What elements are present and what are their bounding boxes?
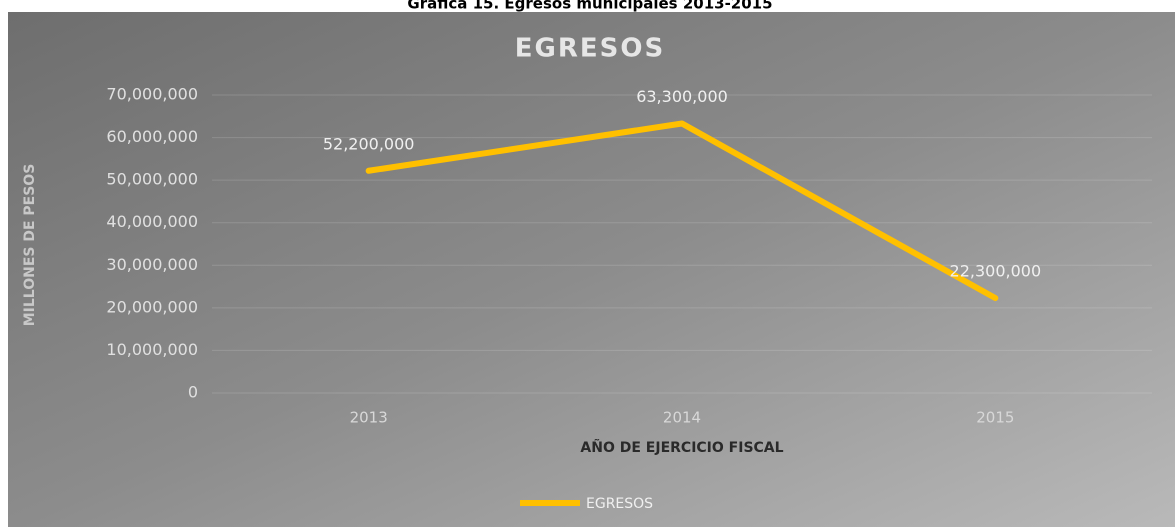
data-label: 52,200,000 xyxy=(323,134,415,153)
x-tick-label: 2014 xyxy=(663,409,701,427)
x-axis-title: AÑO DE EJERCICIO FISCAL xyxy=(580,439,783,456)
x-tick-label: 2015 xyxy=(976,409,1014,427)
chart-title: EGRESOS xyxy=(515,34,665,64)
y-tick-label: 10,000,000 xyxy=(106,340,198,359)
legend-label: EGRESOS xyxy=(586,496,653,512)
data-label: 63,300,000 xyxy=(636,87,728,106)
chart-background xyxy=(8,12,1175,527)
y-tick-label: 20,000,000 xyxy=(106,297,198,316)
y-tick-label: 0 xyxy=(188,383,198,402)
y-axis-title: MILLONES DE PESOS xyxy=(22,164,38,327)
y-tick-label: 50,000,000 xyxy=(106,170,198,189)
data-label: 22,300,000 xyxy=(950,262,1042,281)
caption: Gráfica 15. Egresos municipales 2013-201… xyxy=(407,0,772,13)
y-tick-label: 60,000,000 xyxy=(106,127,198,146)
line xyxy=(365,120,999,302)
y-tick-label: 30,000,000 xyxy=(106,255,198,274)
y-tick-label: 40,000,000 xyxy=(106,212,198,231)
x-tick-label: 2013 xyxy=(350,409,388,427)
y-tick-label: 70,000,000 xyxy=(106,85,198,104)
